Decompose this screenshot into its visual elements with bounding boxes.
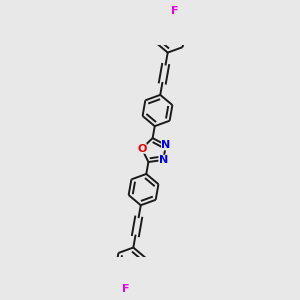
- Text: O: O: [137, 143, 146, 154]
- Text: N: N: [159, 155, 168, 165]
- Text: N: N: [161, 140, 170, 150]
- Text: F: F: [171, 6, 179, 16]
- Text: F: F: [122, 284, 130, 294]
